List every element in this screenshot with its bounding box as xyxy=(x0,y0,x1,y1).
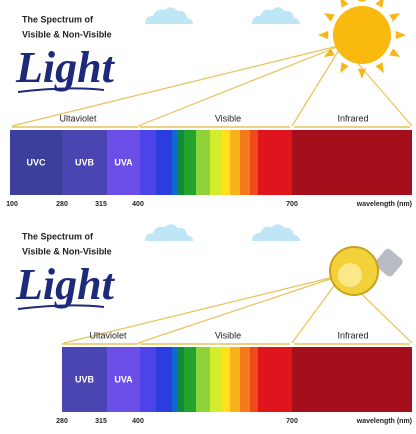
region-label: Infrared xyxy=(337,113,368,123)
lamp-glow xyxy=(338,263,362,287)
visible-stripe xyxy=(156,130,172,195)
visible-stripe xyxy=(240,347,250,412)
visible-stripe xyxy=(172,347,178,412)
cloud xyxy=(252,224,300,241)
sun-ray xyxy=(389,48,401,57)
visible-stripe xyxy=(210,347,222,412)
swash xyxy=(17,304,105,310)
script-title: Light xyxy=(15,260,116,309)
region-label: Infrared xyxy=(337,330,368,340)
light-ray xyxy=(291,44,343,127)
panel: The Spectrum of Visible & Non-Visible Ligh… xyxy=(6,0,413,208)
cloud xyxy=(145,7,193,24)
sun-ray xyxy=(357,0,367,2)
visible-stripe xyxy=(184,347,196,412)
scale-label: 100 xyxy=(6,201,18,208)
visible-stripe xyxy=(210,130,222,195)
visible-stripe xyxy=(196,347,210,412)
title-line: Visible & Non-Visible xyxy=(22,29,112,39)
uv-band xyxy=(107,130,140,195)
uv-band xyxy=(62,130,107,195)
light-ray xyxy=(63,274,343,344)
scale-label: 315 xyxy=(95,201,107,208)
light-ray xyxy=(291,274,343,344)
infrared-band xyxy=(292,347,412,412)
uv-band xyxy=(107,347,140,412)
band-label: UVA xyxy=(114,157,133,167)
region-label: Visible xyxy=(215,113,241,123)
visible-stripe xyxy=(222,347,230,412)
sun-ray xyxy=(375,0,384,8)
scale-label: 315 xyxy=(95,418,107,425)
visible-stripe xyxy=(156,347,172,412)
visible-stripe xyxy=(258,130,292,195)
uv-band xyxy=(10,130,62,195)
sun-ray xyxy=(318,30,329,40)
scale-label: 280 xyxy=(56,418,68,425)
region-label: Ultaviolet xyxy=(59,113,97,123)
scale-label: 700 xyxy=(286,201,298,208)
band-label: UVA xyxy=(114,374,133,384)
visible-stripe xyxy=(140,130,156,195)
visible-stripe xyxy=(250,347,258,412)
region-label: Ultaviolet xyxy=(89,330,127,340)
visible-stripe xyxy=(196,130,210,195)
visible-stripe xyxy=(222,130,230,195)
light-ray xyxy=(137,274,343,344)
sun-ray xyxy=(395,30,406,40)
visible-stripe xyxy=(172,130,178,195)
infrared-band xyxy=(292,130,412,195)
sun-ray xyxy=(340,0,349,8)
sun xyxy=(333,6,391,64)
visible-stripe xyxy=(230,347,240,412)
sun-ray xyxy=(375,62,384,74)
visible-stripe xyxy=(240,130,250,195)
script-title: Light xyxy=(15,43,116,92)
lamp-base xyxy=(374,248,403,277)
scale-label: 400 xyxy=(132,418,144,425)
cloud xyxy=(145,224,193,241)
sun-ray xyxy=(357,68,367,79)
swash xyxy=(17,87,105,93)
scale-label: 700 xyxy=(286,418,298,425)
light-ray xyxy=(11,44,343,127)
panel: The Spectrum of Visible & Non-Visible Ligh… xyxy=(15,224,413,425)
visible-stripe xyxy=(140,347,156,412)
region-label: Visible xyxy=(215,330,241,340)
scale-label: 280 xyxy=(56,201,68,208)
light-ray xyxy=(137,44,343,127)
visible-stripe xyxy=(250,130,258,195)
band-label: UVB xyxy=(75,374,95,384)
scale-unit: wavelength (nm) xyxy=(356,201,412,208)
band-label: UVB xyxy=(75,157,95,167)
sun-ray xyxy=(323,48,335,57)
scale-unit: wavelength (nm) xyxy=(356,418,412,425)
visible-stripe xyxy=(184,130,196,195)
uv-band xyxy=(62,347,107,412)
sun-ray xyxy=(323,13,335,22)
visible-stripe xyxy=(178,347,184,412)
title-line: Visible & Non-Visible xyxy=(22,246,112,256)
sun-ray xyxy=(340,62,349,74)
cloud xyxy=(252,7,300,24)
title-line: The Spectrum of xyxy=(22,231,94,241)
title-line: The Spectrum of xyxy=(22,14,94,24)
band-label: UVC xyxy=(26,157,46,167)
visible-stripe xyxy=(230,130,240,195)
visible-stripe xyxy=(178,130,184,195)
sun-ray xyxy=(389,13,401,22)
visible-stripe xyxy=(258,347,292,412)
scale-label: 400 xyxy=(132,201,144,208)
